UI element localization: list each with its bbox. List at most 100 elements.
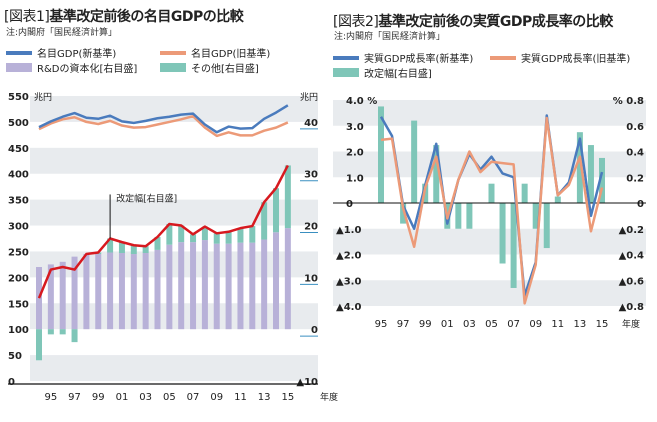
chart2-title: [図表2]基準改定前後の実質GDP成長率の比較	[333, 14, 613, 30]
y-left-tick-label: 150	[8, 299, 29, 310]
y-left-tick-label: 2.0	[346, 148, 364, 159]
y-right-tick-label: 40	[304, 118, 318, 129]
revision-bar	[466, 203, 473, 229]
x-unit: 年度	[320, 391, 338, 403]
other-bar	[178, 225, 185, 243]
y-left-tick-label: 300	[8, 222, 29, 233]
rd-bar	[71, 256, 78, 330]
rd-bar	[118, 253, 125, 330]
rd-bar	[142, 253, 149, 330]
y-left-unit: 兆円	[34, 92, 52, 103]
revision-bar	[532, 203, 539, 229]
other-bar	[284, 165, 291, 229]
y-right-tick-label: 0	[311, 325, 318, 336]
other-bar	[36, 329, 42, 361]
x-tick-label: 01	[116, 392, 129, 403]
rd-bar	[237, 242, 244, 330]
legend-nominal-new: 名目GDP(新基準)	[6, 45, 116, 60]
other-bar	[249, 226, 256, 243]
revision-bar	[599, 157, 605, 203]
revision-bar	[510, 203, 517, 288]
rd-bar	[47, 264, 54, 330]
y-left-tick-label: 100	[8, 325, 29, 336]
rd-bar	[225, 243, 232, 330]
revision-bar	[455, 203, 462, 229]
x-tick-label: 09	[210, 392, 223, 403]
y-right-tick-label: 0.2	[626, 173, 644, 184]
other-bar	[71, 329, 78, 343]
y-left-tick-label: 500	[8, 118, 29, 129]
rd-bar	[284, 228, 291, 330]
y-right-tick-label: 30	[304, 170, 318, 181]
y-right-tick-label: ▲0.4	[619, 251, 644, 262]
other-bar	[118, 242, 125, 254]
rd-bar	[83, 254, 90, 330]
x-tick-label: 99	[92, 392, 105, 403]
x-tick-label: 13	[258, 392, 271, 403]
y-left-tick-label: 50	[8, 351, 22, 362]
other-bar	[130, 245, 137, 255]
x-tick-label: 07	[187, 392, 200, 403]
x-tick-label: 97	[397, 319, 410, 330]
y-right-tick-label: 20	[304, 222, 318, 233]
grid-band	[333, 228, 646, 255]
y-left-tick-label: 450	[8, 144, 29, 155]
rd-bar	[201, 240, 208, 330]
x-tick-label: 05	[485, 319, 498, 330]
x-tick-label: 05	[163, 392, 176, 403]
rd-bar	[190, 242, 197, 330]
legend-rd: R&Dの資本化[右目盛]	[6, 60, 137, 75]
rd-bar	[249, 242, 256, 330]
grid-band	[30, 147, 318, 174]
x-tick-label: 95	[44, 392, 57, 403]
chart2-note: 注:内閣府「国民経済計算」	[334, 32, 446, 42]
revision-bar	[378, 106, 384, 203]
chart1-title: [図表1]基準改定前後の名目GDPの比較	[4, 9, 244, 25]
other-bar	[47, 329, 54, 335]
x-tick-label: 95	[375, 319, 388, 330]
other-bar	[213, 233, 220, 244]
other-bar	[201, 226, 208, 241]
other-bar	[166, 223, 173, 245]
y-left-tick-label: ▲3.0	[336, 276, 361, 287]
rd-bar	[273, 232, 279, 330]
rd-bar	[130, 254, 137, 330]
rd-bar	[166, 244, 173, 330]
revision-bar	[433, 145, 440, 203]
y-right-unit: 兆円	[300, 92, 318, 103]
x-tick-label: 03	[463, 319, 476, 330]
grid-band	[30, 355, 318, 381]
x-tick-label: 01	[441, 319, 454, 330]
rd-bar	[59, 261, 66, 330]
other-bar	[190, 234, 197, 243]
legend-growth-revision: 改定幅[右目盛]	[333, 65, 432, 80]
y-left-tick-label: ▲2.0	[336, 251, 361, 262]
rd-bar	[213, 243, 220, 330]
nominal-gdp-old-line	[38, 114, 289, 138]
growth-old-line	[380, 116, 604, 305]
y-right-tick-label: ▲0.8	[619, 302, 644, 313]
x-tick-label: 97	[68, 392, 81, 403]
rd-bar	[107, 252, 114, 330]
y-right-tick-label: 10	[304, 273, 318, 284]
other-bar	[107, 238, 114, 253]
y-left-tick-label: 3.0	[346, 122, 364, 133]
revision-bar	[488, 183, 495, 203]
revision-bar	[411, 120, 418, 203]
other-bar	[142, 246, 149, 254]
rd-bar	[178, 242, 185, 330]
y-left-tick-label: 0	[346, 199, 353, 210]
other-bar	[225, 231, 232, 244]
x-tick-label: 15	[596, 319, 609, 330]
grid-band	[333, 280, 646, 306]
y-left-tick-label: ▲4.0	[336, 302, 361, 313]
x-tick-label: 11	[551, 319, 564, 330]
y-left-tick-label: 550	[8, 92, 29, 103]
y-right-tick-label: % 0.8	[613, 96, 644, 107]
y-left-tick-label: 250	[8, 247, 29, 258]
y-right-tick-label: 0.6	[626, 122, 644, 133]
growth-new-line	[379, 114, 604, 297]
x-tick-label: 03	[139, 392, 152, 403]
y-right-tick-label: ▲0.6	[619, 276, 644, 287]
other-bar	[237, 228, 244, 243]
